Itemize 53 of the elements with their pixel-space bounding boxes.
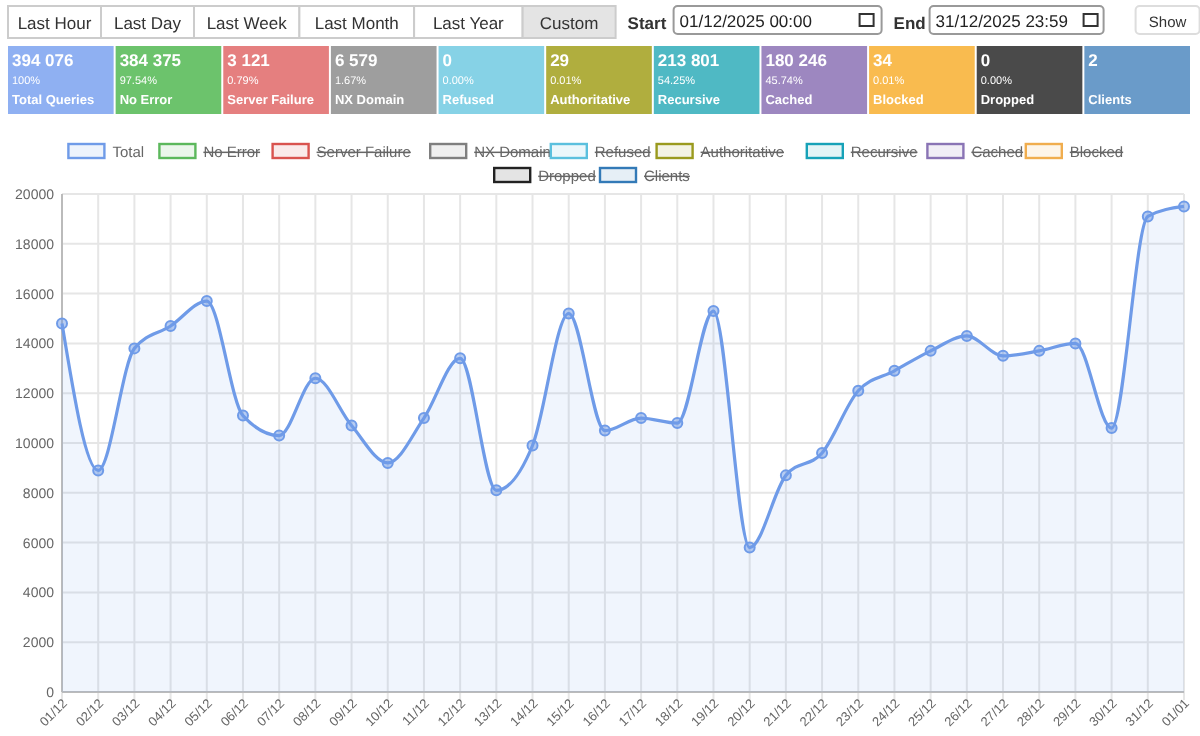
text: Last Hour: [17, 13, 92, 33]
data-label: 213 801: [657, 50, 720, 70]
text: 31/12/2025 23:59: [935, 11, 1069, 31]
point: [1105, 422, 1118, 435]
text: Last Year: [432, 13, 505, 33]
point: [888, 364, 901, 377]
point: [598, 424, 611, 437]
text: End: [893, 13, 926, 33]
point: [56, 317, 68, 330]
data-label: 34: [873, 50, 893, 70]
point: [1033, 344, 1046, 357]
point: [164, 319, 177, 332]
point: [1178, 200, 1190, 213]
data-label: 2: [1088, 50, 1099, 70]
point: [960, 329, 973, 342]
point: [997, 349, 1010, 362]
point: [128, 342, 141, 355]
text: 01/12/2025 00:00: [679, 11, 813, 31]
data-label: 384 375: [119, 50, 182, 70]
data-label: 180 246: [765, 50, 828, 70]
point: [1141, 210, 1154, 223]
point: [707, 305, 720, 318]
point: [236, 409, 249, 422]
text: Custom: [539, 13, 599, 33]
point: [1069, 337, 1082, 350]
point: [200, 295, 213, 308]
point: [417, 412, 430, 425]
point: [381, 456, 394, 469]
text: Last Month: [314, 13, 400, 33]
point: [635, 412, 648, 425]
point: [562, 307, 575, 320]
point: [490, 484, 503, 497]
point: [273, 429, 286, 442]
point: [92, 464, 105, 477]
data-label: 29: [550, 50, 570, 70]
text: Start: [627, 13, 667, 33]
point: [852, 384, 865, 397]
point: [526, 439, 539, 452]
data-label: 0: [980, 50, 991, 70]
point: [671, 417, 684, 430]
point: [779, 469, 792, 482]
data-label: 0: [442, 50, 453, 70]
data-label: 3 121: [227, 50, 271, 70]
data-label: 394 076: [12, 50, 74, 70]
point: [816, 446, 829, 459]
text: Last Day: [113, 13, 183, 33]
point: [454, 352, 467, 365]
point: [309, 372, 322, 385]
point: [345, 419, 358, 432]
data-label: 6 579: [334, 50, 378, 70]
point: [924, 344, 937, 357]
point: [743, 541, 756, 554]
text: Last Week: [206, 13, 289, 33]
